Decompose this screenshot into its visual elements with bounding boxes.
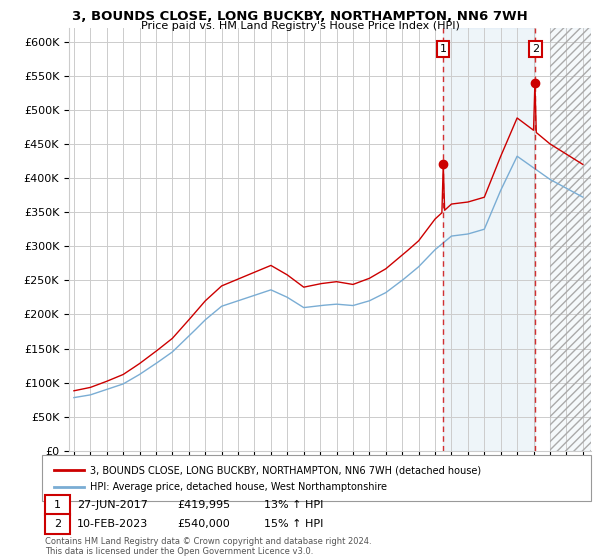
Text: 3, BOUNDS CLOSE, LONG BUCKBY, NORTHAMPTON, NN6 7WH (detached house): 3, BOUNDS CLOSE, LONG BUCKBY, NORTHAMPTO… <box>90 465 481 475</box>
Text: Price paid vs. HM Land Registry's House Price Index (HPI): Price paid vs. HM Land Registry's House … <box>140 21 460 31</box>
Bar <box>550 28 591 451</box>
Text: HPI: Average price, detached house, West Northamptonshire: HPI: Average price, detached house, West… <box>90 482 387 492</box>
Text: This data is licensed under the Open Government Licence v3.0.: This data is licensed under the Open Gov… <box>45 547 313 556</box>
Text: £419,995: £419,995 <box>177 500 230 510</box>
Text: £540,000: £540,000 <box>177 519 230 529</box>
Text: 1: 1 <box>54 500 61 510</box>
Text: 15% ↑ HPI: 15% ↑ HPI <box>264 519 323 529</box>
Text: 1: 1 <box>440 44 446 54</box>
Text: 27-JUN-2017: 27-JUN-2017 <box>77 500 148 510</box>
Text: 10-FEB-2023: 10-FEB-2023 <box>77 519 148 529</box>
Text: 2: 2 <box>54 519 61 529</box>
Text: 13% ↑ HPI: 13% ↑ HPI <box>264 500 323 510</box>
Bar <box>550 28 591 451</box>
Bar <box>550 28 591 451</box>
Text: 2: 2 <box>532 44 539 54</box>
Text: 3, BOUNDS CLOSE, LONG BUCKBY, NORTHAMPTON, NN6 7WH: 3, BOUNDS CLOSE, LONG BUCKBY, NORTHAMPTO… <box>72 10 528 23</box>
Text: Contains HM Land Registry data © Crown copyright and database right 2024.: Contains HM Land Registry data © Crown c… <box>45 537 371 546</box>
